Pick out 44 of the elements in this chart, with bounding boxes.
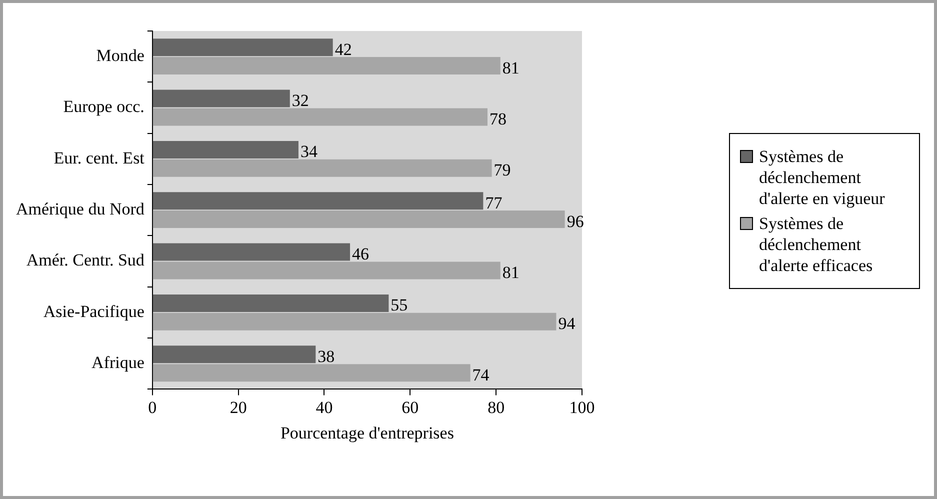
y-tick-label: Monde (96, 46, 144, 66)
bar (152, 210, 565, 228)
y-tick-label: Afrique (92, 353, 144, 372)
data-label: 96 (566, 212, 584, 231)
data-label: 32 (292, 91, 309, 110)
bar (152, 38, 333, 56)
bar (152, 140, 298, 158)
data-label: 78 (489, 109, 506, 128)
data-label: 42 (334, 40, 352, 59)
data-label: 74 (472, 365, 490, 384)
data-label: 46 (352, 244, 370, 264)
x-tick-label: 100 (569, 398, 595, 417)
bar (152, 159, 492, 177)
x-tick-label: 40 (316, 398, 333, 417)
x-tick-label: 80 (488, 398, 505, 417)
data-label: 77 (485, 193, 503, 212)
x-tick-label: 0 (148, 398, 157, 417)
x-tick-label: 20 (230, 398, 247, 417)
data-label: 38 (318, 346, 335, 366)
data-label: 34 (300, 142, 318, 162)
x-tick-label: 60 (402, 398, 419, 417)
bar (152, 364, 470, 382)
bar (152, 312, 556, 330)
bar (152, 262, 500, 280)
y-tick-label: Eur. cent. Est (54, 148, 145, 168)
bar (152, 108, 488, 126)
data-label: 55 (390, 296, 408, 315)
legend-label: Systèmes de déclenchement d'alerte efficaces (759, 213, 874, 276)
x-axis-title: Pourcentage d'entreprises (280, 423, 454, 442)
bar (152, 192, 484, 210)
bar (152, 294, 389, 312)
y-tick-label: Europe occ. (63, 97, 144, 116)
y-tick-label: Asie-Pacifique (43, 302, 144, 321)
bar (152, 90, 290, 108)
y-tick-label: Amér. Centr. Sud (26, 250, 145, 270)
data-label: 94 (558, 314, 576, 334)
bar (152, 57, 500, 75)
legend-label: Systèmes de déclenchement d'alerte en vigueur (759, 146, 886, 209)
y-tick-label: Amérique du Nord (16, 200, 145, 219)
data-label: 79 (494, 160, 511, 180)
bar (152, 346, 316, 364)
data-label: 81 (502, 262, 520, 282)
data-label: 81 (502, 58, 520, 78)
bar (152, 243, 350, 261)
